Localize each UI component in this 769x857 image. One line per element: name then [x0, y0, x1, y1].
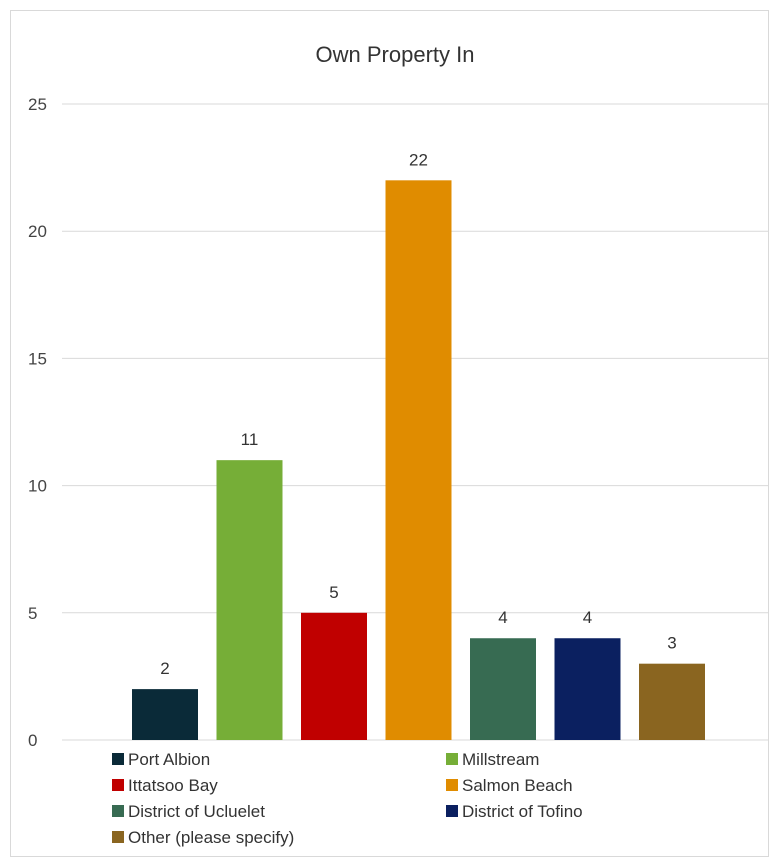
legend-item: Millstream: [446, 750, 539, 769]
legend-swatch: [446, 753, 458, 765]
legend-item: Salmon Beach: [446, 776, 573, 795]
legend-label: Salmon Beach: [462, 776, 573, 795]
legend-label: Ittatsoo Bay: [128, 776, 218, 795]
bar-other-please-specify: [639, 663, 705, 740]
legend-item: Ittatsoo Bay: [112, 776, 218, 795]
bar-millstream: [216, 460, 283, 740]
y-axis-ticks: 0 5 10 15 20 25: [28, 95, 47, 750]
legend-item: District of Tofino: [446, 802, 583, 821]
legend-label: Other (please specify): [128, 828, 294, 847]
data-label: 4: [498, 608, 507, 627]
legend-label: District of Ucluelet: [128, 802, 265, 821]
data-label: 2: [160, 659, 169, 678]
bar-salmon-beach: [385, 180, 452, 740]
bar-ittatsoo-bay: [301, 612, 367, 740]
legend-label: Port Albion: [128, 750, 210, 769]
y-tick-label: 20: [28, 222, 47, 241]
y-tick-label: 10: [28, 477, 47, 496]
y-tick-label: 0: [28, 731, 37, 750]
legend-swatch: [446, 779, 458, 791]
legend-swatch: [112, 753, 124, 765]
data-label: 22: [409, 150, 428, 169]
legend-label: Millstream: [462, 750, 539, 769]
data-label: 4: [583, 608, 592, 627]
legend-item: Other (please specify): [112, 828, 294, 847]
bar-district-of-tofino: [554, 638, 621, 740]
y-tick-label: 25: [28, 95, 47, 114]
legend-label: District of Tofino: [462, 802, 583, 821]
legend-item: Port Albion: [112, 750, 210, 769]
data-labels: 2 11 5 22 4 4 3: [160, 150, 676, 678]
legend-swatch: [112, 779, 124, 791]
y-tick-label: 5: [28, 604, 37, 623]
bars: [132, 180, 705, 740]
data-label: 11: [241, 430, 259, 449]
y-tick-label: 15: [28, 349, 47, 368]
legend-swatch: [112, 805, 124, 817]
legend-swatch: [446, 805, 458, 817]
legend-swatch: [112, 831, 124, 843]
legend: Port Albion Millstream Ittatsoo Bay Salmon …: [112, 750, 583, 847]
bar-district-of-ucluelet: [470, 638, 536, 740]
data-label: 3: [667, 634, 676, 653]
data-label: 5: [329, 583, 338, 602]
chart-title: Own Property In: [316, 42, 475, 67]
bar-port-albion: [132, 689, 198, 740]
legend-item: District of Ucluelet: [112, 802, 265, 821]
